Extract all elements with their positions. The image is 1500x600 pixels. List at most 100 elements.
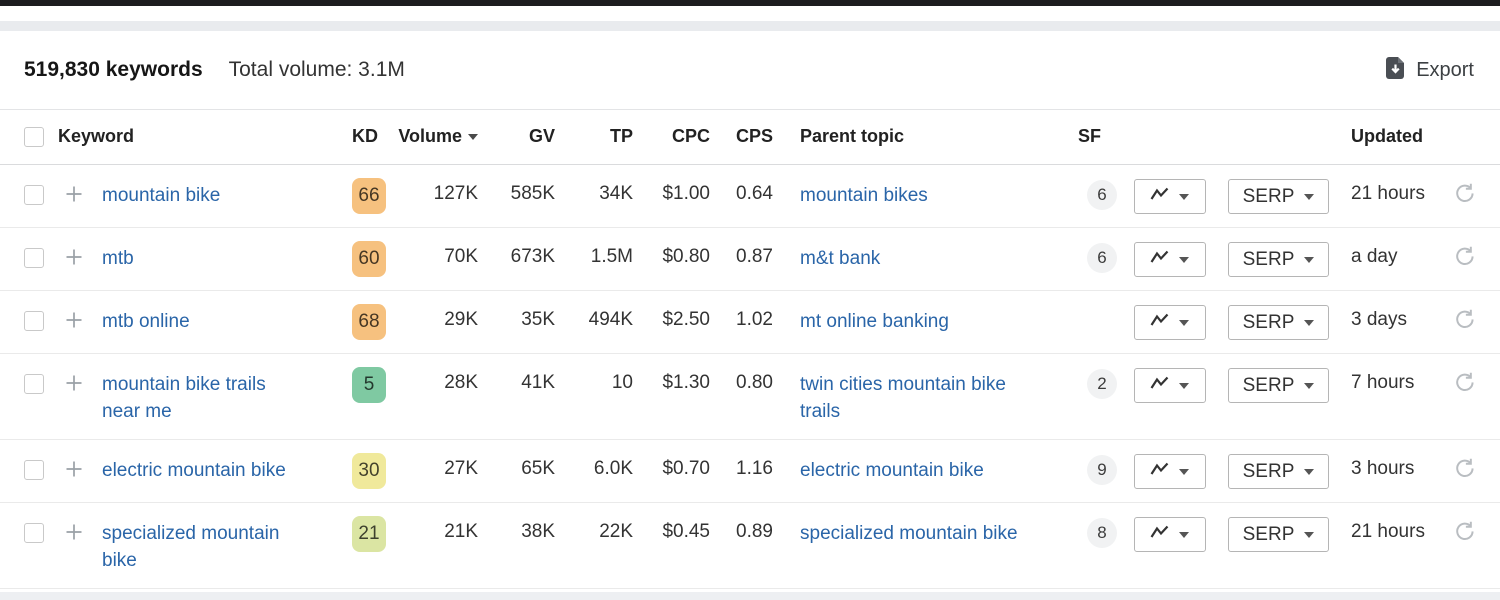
plus-icon[interactable]	[64, 375, 84, 397]
serp-button[interactable]: SERP	[1227, 454, 1330, 489]
refresh-cell	[1454, 503, 1494, 547]
kd-badge: 66	[352, 178, 386, 214]
trend-chart-button[interactable]	[1133, 242, 1206, 277]
plus-icon[interactable]	[64, 461, 84, 483]
trend-chart-button[interactable]	[1133, 368, 1206, 403]
keyword-link[interactable]: specialized mountain bike	[102, 523, 280, 571]
kd-cell: 66	[352, 165, 400, 214]
gv-value: 35K	[521, 309, 555, 330]
header-gv[interactable]: GV	[528, 126, 555, 146]
parent-topic-link[interactable]: m&t bank	[800, 248, 881, 269]
tp-value: 34K	[599, 183, 633, 204]
trend-chart-button[interactable]	[1133, 454, 1206, 489]
serp-button-label: SERP	[1242, 311, 1295, 333]
header-parent-topic[interactable]: Parent topic	[800, 126, 905, 146]
cps-value: 0.64	[736, 183, 773, 204]
table-row: mountain bike 66 127K 585K 34K $1.00 0.6…	[0, 165, 1500, 228]
row-checkbox[interactable]	[24, 374, 44, 394]
header-tp[interactable]: TP	[609, 126, 633, 146]
sf-cell: 2	[1078, 354, 1126, 399]
cpc-value: $0.70	[662, 458, 710, 479]
sf-cell: 8	[1078, 503, 1126, 548]
cpc-value: $1.30	[662, 372, 710, 393]
kd-cell: 60	[352, 228, 400, 277]
header-kd[interactable]: KD	[352, 126, 378, 146]
tp-value: 22K	[599, 521, 633, 542]
header-sf[interactable]: SF	[1078, 126, 1102, 146]
keyword-link[interactable]: electric mountain bike	[102, 460, 286, 481]
plus-icon[interactable]	[64, 249, 84, 271]
serp-cell: SERP	[1213, 228, 1338, 277]
serp-button[interactable]: SERP	[1227, 242, 1330, 277]
kd-badge: 5	[352, 367, 386, 403]
chevron-down-icon	[1304, 468, 1315, 475]
keyword-cell: electric mountain bike	[102, 440, 352, 498]
trend-chart-button[interactable]	[1133, 517, 1206, 552]
row-checkbox[interactable]	[24, 460, 44, 480]
row-checkbox-cell	[24, 503, 58, 543]
keywords-count: 519,830 keywords	[24, 58, 203, 81]
keyword-link[interactable]: mtb online	[102, 311, 190, 332]
row-checkbox[interactable]	[24, 185, 44, 205]
refresh-icon[interactable]	[1454, 457, 1476, 484]
parent-topic-link[interactable]: electric mountain bike	[800, 460, 984, 481]
serp-cell: SERP	[1213, 440, 1338, 489]
volume-value: 70K	[444, 246, 478, 267]
chevron-down-icon	[1304, 193, 1315, 200]
select-all-checkbox[interactable]	[24, 127, 44, 147]
parent-topic-link[interactable]: twin cities mountain bike trails	[800, 374, 1006, 422]
serp-button-label: SERP	[1242, 460, 1295, 482]
summary-divider	[0, 109, 1500, 110]
parent-topic-link[interactable]: specialized mountain bike	[800, 523, 1018, 544]
kd-cell: 21	[352, 503, 400, 552]
trend-line-icon	[1150, 250, 1169, 270]
summary-bar: 519,830 keywords Total volume: 3.1M Expo…	[0, 43, 1500, 97]
header-updated[interactable]: Updated	[1351, 126, 1423, 146]
trend-chart-button[interactable]	[1133, 305, 1206, 340]
keyword-link[interactable]: mtb	[102, 248, 134, 269]
plus-icon[interactable]	[64, 524, 84, 546]
updated-value: 7 hours	[1351, 372, 1415, 393]
refresh-cell	[1454, 291, 1494, 335]
serp-button[interactable]: SERP	[1227, 179, 1330, 214]
refresh-icon[interactable]	[1454, 308, 1476, 335]
serp-button[interactable]: SERP	[1227, 305, 1330, 340]
header-cpc[interactable]: CPC	[671, 126, 710, 146]
keyword-link[interactable]: mountain bike trails near me	[102, 374, 266, 422]
row-checkbox-cell	[24, 228, 58, 268]
header-volume[interactable]: Volume	[398, 110, 478, 164]
refresh-icon[interactable]	[1454, 520, 1476, 547]
table-row: specialized mountain bike 21 21K 38K 22K…	[0, 503, 1500, 589]
plus-icon[interactable]	[64, 186, 84, 208]
sf-cell: 6	[1078, 228, 1126, 273]
volume-value: 27K	[444, 458, 478, 479]
volume-value: 21K	[444, 521, 478, 542]
parent-topic-link[interactable]: mt online banking	[800, 311, 949, 332]
cps-value: 0.89	[736, 521, 773, 542]
header-keyword[interactable]: Keyword	[58, 126, 135, 146]
export-file-download-icon	[1385, 56, 1406, 84]
refresh-icon[interactable]	[1454, 371, 1476, 398]
header-cps[interactable]: CPS	[735, 126, 773, 146]
row-checkbox[interactable]	[24, 523, 44, 543]
refresh-icon[interactable]	[1454, 245, 1476, 272]
refresh-icon[interactable]	[1454, 182, 1476, 209]
trend-chart-button[interactable]	[1133, 179, 1206, 214]
row-checkbox-cell	[24, 165, 58, 205]
keyword-link[interactable]: mountain bike	[102, 185, 221, 206]
volume-value: 29K	[444, 309, 478, 330]
row-checkbox-cell	[24, 291, 58, 331]
tp-value: 494K	[588, 309, 633, 330]
row-checkbox[interactable]	[24, 311, 44, 331]
refresh-cell	[1454, 440, 1494, 484]
row-checkbox[interactable]	[24, 248, 44, 268]
sf-cell: 9	[1078, 440, 1126, 485]
parent-topic-link[interactable]: mountain bikes	[800, 185, 928, 206]
export-button[interactable]: Export	[1385, 56, 1474, 84]
top-spacer	[0, 6, 1500, 21]
serp-button[interactable]: SERP	[1227, 368, 1330, 403]
plus-icon[interactable]	[64, 312, 84, 334]
serp-button[interactable]: SERP	[1227, 517, 1330, 552]
serp-button-label: SERP	[1242, 523, 1295, 545]
parent-topic-cell: mountain bikes	[773, 165, 1078, 209]
